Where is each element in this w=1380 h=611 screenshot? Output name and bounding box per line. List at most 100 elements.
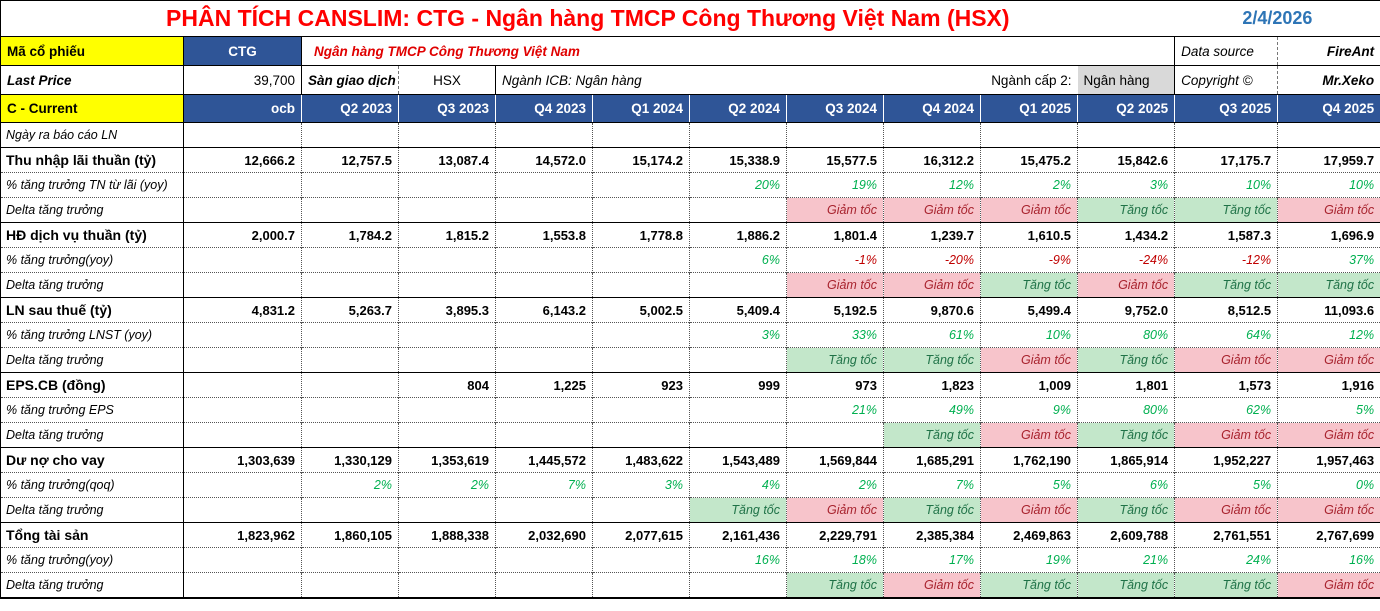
value-cell[interactable]: 1,587.3 — [1174, 222, 1278, 248]
delta-label[interactable]: Delta tăng trưởng — [0, 497, 184, 523]
value-cell[interactable]: 1,823,962 — [183, 522, 302, 548]
growth-cell[interactable] — [689, 397, 787, 423]
growth-cell[interactable]: 16% — [1277, 547, 1380, 573]
value-cell[interactable]: 1,445,572 — [495, 447, 593, 473]
value-cell[interactable]: 2,609,788 — [1076, 522, 1175, 548]
value-cell[interactable]: 2,161,436 — [689, 522, 787, 548]
growth-cell[interactable] — [301, 547, 399, 573]
growth-cell[interactable] — [398, 322, 496, 348]
value-cell[interactable]: 2,229,791 — [786, 522, 884, 548]
delta-cell[interactable] — [398, 497, 496, 523]
value-cell[interactable]: 5,409.4 — [689, 297, 787, 323]
growth-cell[interactable] — [301, 397, 399, 423]
quarter-header[interactable]: Q4 2023 — [495, 94, 593, 123]
delta-cell[interactable]: Giảm tốc — [1277, 347, 1380, 373]
delta-cell[interactable] — [592, 347, 690, 373]
growth-label[interactable]: % tăng trưởng EPS — [0, 397, 184, 423]
value-cell[interactable]: 1,762,190 — [980, 447, 1078, 473]
delta-cell[interactable]: Giảm tốc — [980, 422, 1078, 448]
delta-cell[interactable]: Giảm tốc — [1174, 347, 1278, 373]
delta-cell[interactable]: Giảm tốc — [786, 197, 884, 223]
growth-cell[interactable] — [495, 172, 593, 198]
value-cell[interactable]: 1,553.8 — [495, 222, 593, 248]
growth-cell[interactable]: 37% — [1277, 247, 1380, 273]
company-name[interactable]: Ngân hàng TMCP Công Thương Việt Nam — [301, 36, 1175, 66]
growth-cell[interactable] — [495, 397, 593, 423]
delta-cell[interactable]: Giảm tốc — [883, 272, 981, 298]
growth-cell[interactable]: 10% — [1174, 172, 1278, 198]
growth-cell[interactable] — [592, 397, 690, 423]
value-cell[interactable]: 1,330,129 — [301, 447, 399, 473]
empty-cell[interactable] — [183, 122, 302, 148]
quarter-header[interactable]: Q3 2024 — [786, 94, 884, 123]
delta-cell[interactable] — [301, 572, 399, 599]
value-cell[interactable]: 15,475.2 — [980, 147, 1078, 173]
value-cell[interactable]: 1,801.4 — [786, 222, 884, 248]
growth-cell[interactable] — [495, 547, 593, 573]
data-source-label[interactable]: Data source — [1174, 36, 1278, 66]
growth-cell[interactable]: 33% — [786, 322, 884, 348]
delta-cell[interactable] — [689, 347, 787, 373]
value-cell[interactable] — [301, 372, 399, 398]
quarter-header[interactable]: Q2 2025 — [1076, 94, 1175, 123]
delta-cell[interactable]: Giảm tốc — [883, 572, 981, 599]
delta-cell[interactable] — [301, 272, 399, 298]
growth-cell[interactable]: 6% — [1076, 472, 1175, 498]
growth-cell[interactable]: 19% — [980, 547, 1078, 573]
growth-cell[interactable]: 6% — [689, 247, 787, 273]
growth-cell[interactable]: 12% — [883, 172, 981, 198]
value-cell[interactable]: 804 — [398, 372, 496, 398]
value-cell[interactable]: 1,543,489 — [689, 447, 787, 473]
value-cell[interactable]: 1,610.5 — [980, 222, 1078, 248]
growth-cell[interactable]: 7% — [495, 472, 593, 498]
delta-cell[interactable]: Tăng tốc — [1076, 572, 1175, 599]
value-cell[interactable]: 1,353,619 — [398, 447, 496, 473]
value-cell[interactable]: 1,952,227 — [1174, 447, 1278, 473]
growth-cell[interactable]: 49% — [883, 397, 981, 423]
delta-cell[interactable] — [592, 497, 690, 523]
delta-cell[interactable]: Tăng tốc — [1174, 197, 1278, 223]
quarter-header[interactable]: Q2 2023 — [301, 94, 399, 123]
exchange-label[interactable]: Sàn giao dịch — [301, 65, 399, 95]
quarter-header[interactable]: Q3 2023 — [398, 94, 496, 123]
delta-cell[interactable] — [689, 572, 787, 599]
growth-cell[interactable]: 3% — [1076, 172, 1175, 198]
value-cell[interactable]: 1,009 — [980, 372, 1078, 398]
empty-cell[interactable] — [398, 122, 496, 148]
metric-name[interactable]: Tổng tài sản — [0, 522, 184, 548]
copyright-value[interactable]: Mr.Xeko — [1277, 65, 1380, 95]
empty-cell[interactable] — [1174, 122, 1278, 148]
ticker-value[interactable]: CTG — [183, 36, 302, 66]
industry-level2-label[interactable]: Ngành cấp 2: — [980, 65, 1078, 95]
delta-cell[interactable]: Giảm tốc — [1076, 272, 1175, 298]
delta-cell[interactable] — [183, 572, 302, 599]
data-source-value[interactable]: FireAnt — [1277, 36, 1380, 66]
delta-cell[interactable]: Giảm tốc — [1277, 422, 1380, 448]
empty-cell[interactable] — [301, 122, 399, 148]
delta-cell[interactable] — [301, 347, 399, 373]
value-cell[interactable]: 1,434.2 — [1076, 222, 1175, 248]
growth-label[interactable]: % tăng trưởng(qoq) — [0, 472, 184, 498]
value-cell[interactable]: 3,895.3 — [398, 297, 496, 323]
delta-label[interactable]: Delta tăng trưởng — [0, 272, 184, 298]
delta-cell[interactable]: Tăng tốc — [1174, 272, 1278, 298]
growth-cell[interactable]: 20% — [689, 172, 787, 198]
delta-cell[interactable]: Tăng tốc — [786, 572, 884, 599]
growth-cell[interactable] — [592, 322, 690, 348]
delta-cell[interactable]: Tăng tốc — [1277, 272, 1380, 298]
growth-cell[interactable]: -12% — [1174, 247, 1278, 273]
delta-cell[interactable]: Tăng tốc — [1076, 497, 1175, 523]
metric-name[interactable]: Thu nhập lãi thuần (tỷ) — [0, 147, 184, 173]
delta-cell[interactable] — [592, 572, 690, 599]
growth-cell[interactable]: 3% — [689, 322, 787, 348]
value-cell[interactable]: 15,842.6 — [1076, 147, 1175, 173]
value-cell[interactable]: 1,569,844 — [786, 447, 884, 473]
metric-name[interactable]: HĐ dịch vụ thuần (tỷ) — [0, 222, 184, 248]
delta-cell[interactable] — [495, 272, 593, 298]
delta-cell[interactable]: Giảm tốc — [1277, 197, 1380, 223]
value-cell[interactable]: 9,870.6 — [883, 297, 981, 323]
delta-cell[interactable]: Giảm tốc — [980, 197, 1078, 223]
growth-cell[interactable]: 21% — [1076, 547, 1175, 573]
growth-cell[interactable]: 2% — [398, 472, 496, 498]
section-header[interactable]: C - Current — [0, 94, 184, 123]
